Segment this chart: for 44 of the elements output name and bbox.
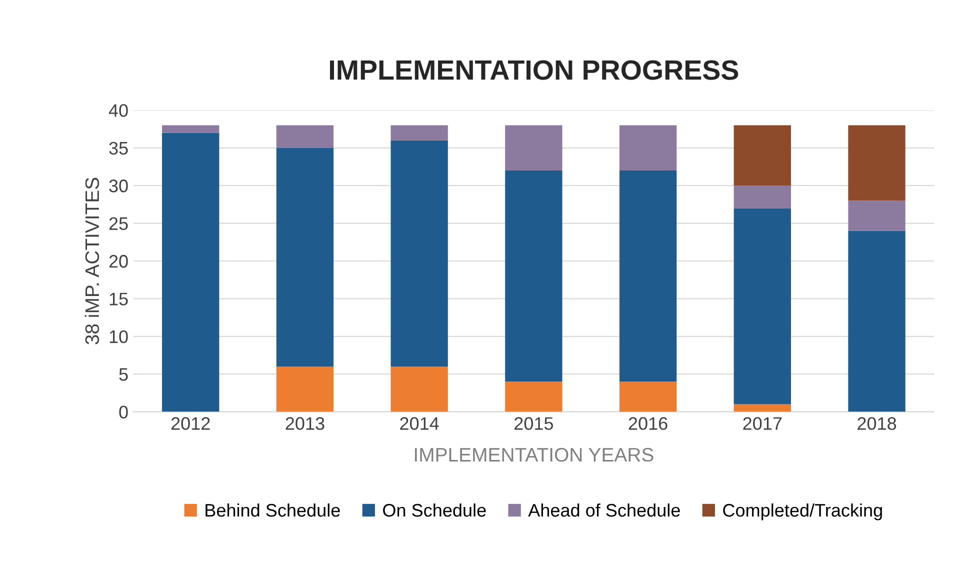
- bar: [162, 132, 220, 412]
- y-axis-title: 38 iMP. ACTIVITES: [84, 178, 100, 344]
- y-tick-label: 40: [108, 104, 128, 117]
- bar: [390, 140, 448, 367]
- bar: [734, 186, 791, 208]
- y-tick-label: 5: [119, 368, 128, 381]
- bar: [848, 230, 906, 412]
- bar: [276, 366, 334, 412]
- chart-title: IMPLEMENTATION PROGRESS: [330, 60, 738, 80]
- bar: [619, 125, 677, 171]
- x-tick-label: 2012: [171, 417, 210, 430]
- y-tick-label: 15: [110, 292, 128, 306]
- bar: [619, 382, 677, 412]
- bar: [276, 125, 334, 148]
- x-tick-label: 2015: [514, 417, 554, 430]
- x-axis-title: IMPLEMENTATION YEARS: [414, 448, 654, 462]
- x-tick-label: 2013: [286, 417, 324, 430]
- legend-label: On Schedule: [383, 503, 486, 517]
- bar: [848, 200, 906, 231]
- bar: [505, 170, 562, 382]
- legend-label: Behind Schedule: [206, 503, 340, 517]
- y-tick-label: 0: [119, 406, 128, 419]
- bar: [734, 125, 791, 186]
- bar: [619, 170, 677, 382]
- bar: [162, 125, 220, 133]
- bar: [734, 404, 791, 412]
- x-tick-label: 2016: [628, 417, 668, 430]
- bar: [390, 125, 448, 140]
- y-tick-label: 10: [110, 330, 128, 344]
- x-tick-label: 2018: [858, 417, 896, 430]
- y-tick-label: 20: [109, 254, 128, 268]
- y-tick-label: 35: [109, 142, 128, 155]
- y-tick-label: 25: [109, 217, 128, 230]
- bar: [734, 208, 791, 404]
- bar: [276, 148, 334, 367]
- x-tick-label: 2014: [400, 417, 439, 430]
- legend-label: Ahead of Schedule: [528, 503, 680, 517]
- y-tick-label: 30: [109, 180, 128, 192]
- bar: [848, 125, 906, 201]
- x-tick-label: 2017: [743, 417, 782, 430]
- bar: [505, 125, 562, 171]
- bar: [390, 366, 448, 412]
- legend-label: Completed/Tracking: [723, 503, 882, 520]
- bar: [505, 382, 562, 412]
